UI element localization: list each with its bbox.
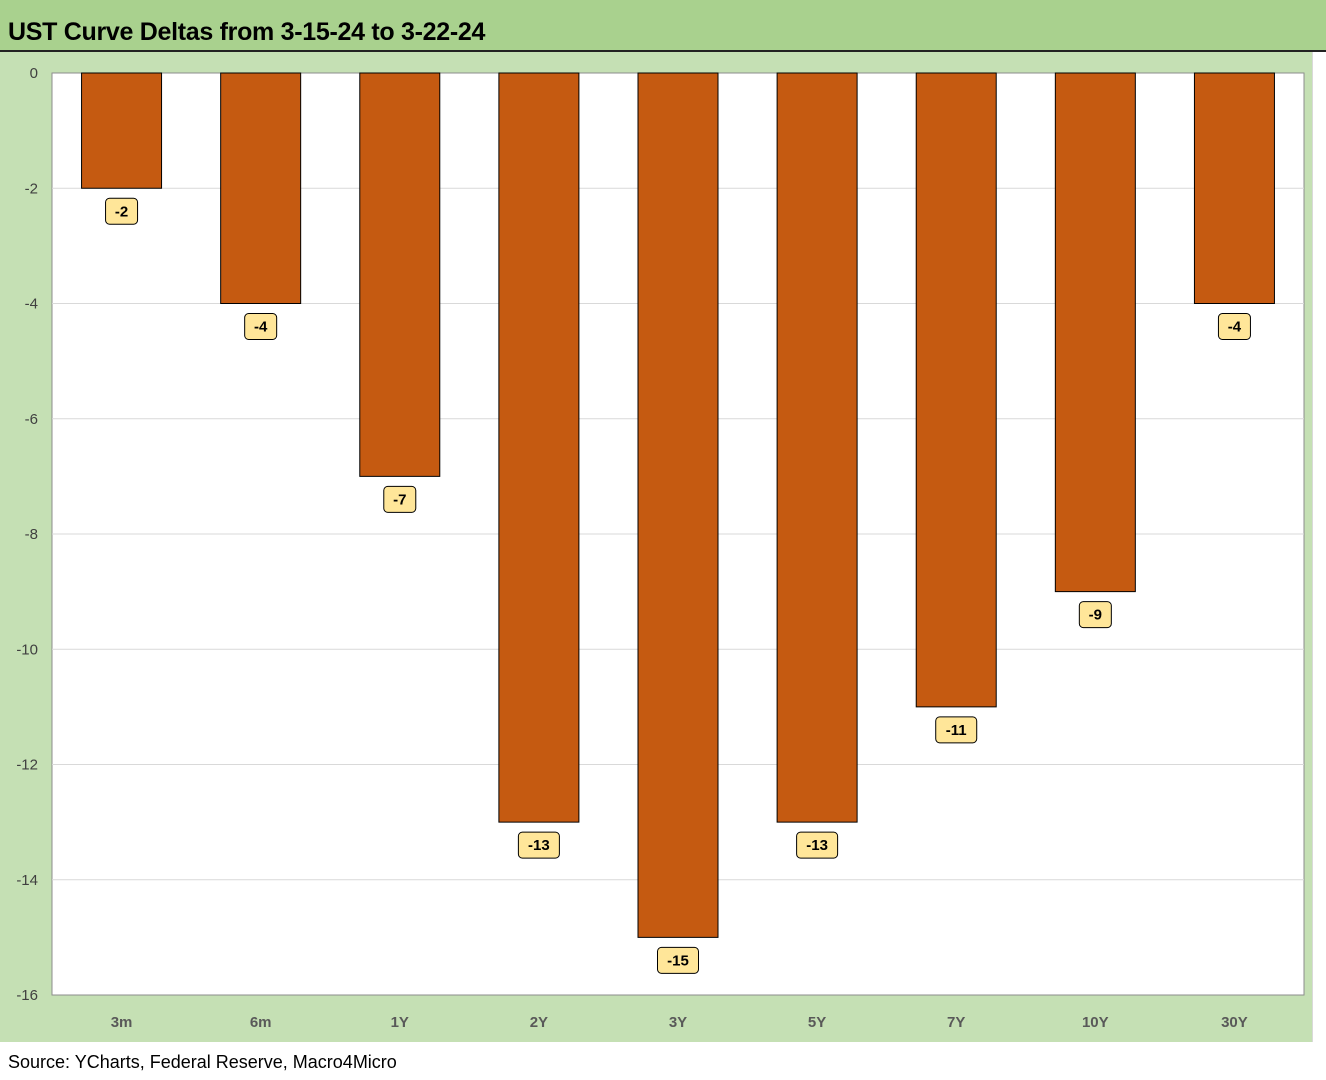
x-tick-label: 6m (250, 1014, 272, 1031)
data-label: -4 (254, 319, 268, 336)
y-tick-label: -6 (25, 411, 38, 428)
bar-7Y (915, 72, 997, 708)
data-label-box (935, 716, 978, 744)
sheet-edge (1312, 52, 1326, 1042)
data-label-box (383, 485, 417, 513)
data-label: -11 (946, 722, 967, 739)
data-label-box (1217, 313, 1251, 340)
x-tick-label: 3Y (669, 1014, 687, 1031)
data-label: -2 (115, 203, 128, 220)
bar-3Y (637, 72, 719, 938)
data-label-box (657, 946, 699, 974)
data-label-box (517, 831, 560, 859)
bar-3m (81, 72, 163, 189)
y-tick-label: -2 (25, 180, 38, 197)
data-label-box (105, 197, 139, 225)
data-label: -4 (1228, 319, 1242, 336)
bar-2Y (498, 72, 580, 823)
y-tick-label: 0 (30, 65, 38, 82)
data-label: -13 (528, 837, 550, 854)
y-tick-label: -14 (16, 872, 38, 889)
x-tick-label: 3m (111, 1014, 133, 1031)
y-tick-label: -16 (16, 987, 38, 1004)
chart-title: UST Curve Deltas from 3-15-24 to 3-22-24 (8, 18, 486, 46)
bar-10Y (1054, 72, 1136, 593)
chart-area: 0 -2 -4 -6 -8 -10 -12 -14 -16 -2 -4 -7 -13 -15 -13 -11… (0, 52, 1312, 1042)
bar-30Y (1193, 72, 1275, 304)
data-label: -9 (1089, 607, 1102, 624)
y-tick-label: -4 (25, 296, 38, 313)
bar-chart: 0 -2 -4 -6 -8 -10 -12 -14 -16 -2 -4 -7 -13 -15 -13 -11… (16, 65, 1305, 1031)
data-label: -7 (393, 491, 406, 508)
y-tick-label: -10 (16, 641, 38, 658)
data-label-box (796, 831, 839, 859)
x-tick-label: 7Y (947, 1014, 965, 1031)
x-tick-label: 2Y (530, 1014, 548, 1031)
x-tick-label: 5Y (808, 1014, 826, 1031)
x-tick-label: 10Y (1082, 1014, 1109, 1031)
y-tick-label: -12 (16, 757, 38, 774)
x-tick-label: 30Y (1221, 1014, 1248, 1031)
bar-5Y (776, 72, 858, 823)
title-band: UST Curve Deltas from 3-15-24 to 3-22-24 (0, 0, 1326, 52)
data-label: -13 (806, 837, 828, 854)
bar-6m (220, 72, 302, 304)
data-label-box (244, 313, 278, 340)
x-tick-label: 1Y (391, 1014, 409, 1031)
data-label-box (1078, 601, 1112, 629)
data-label: -15 (667, 952, 689, 969)
source-note: Source: YCharts, Federal Reserve, Macro4… (8, 1052, 397, 1072)
bar-1Y (359, 72, 441, 477)
y-tick-label: -8 (25, 526, 38, 543)
